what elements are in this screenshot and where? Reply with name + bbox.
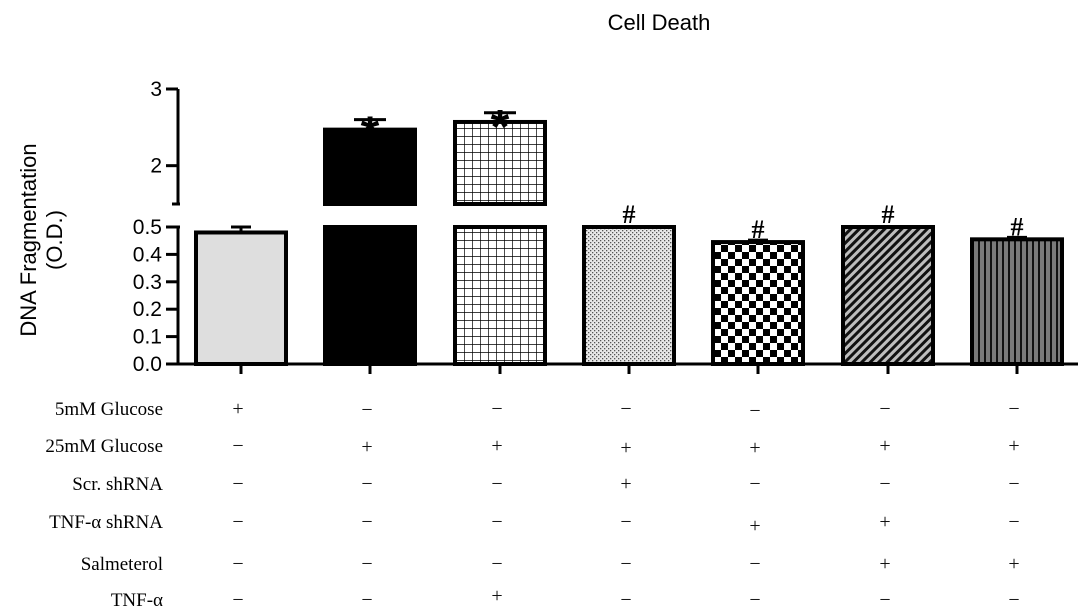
condition-value: + xyxy=(620,473,631,495)
condition-value: − xyxy=(620,553,631,575)
condition-value: + xyxy=(491,585,502,607)
condition-value: + xyxy=(879,435,890,457)
condition-value: − xyxy=(491,473,502,495)
condition-table: 5mM Glucose + − − − − − − 25mM Glucose − + + + + + + Scr… xyxy=(45,398,1019,611)
condition-value: − xyxy=(361,473,372,495)
condition-value: + xyxy=(1008,553,1019,575)
bar xyxy=(323,225,417,366)
bar xyxy=(194,230,288,366)
condition-value: − xyxy=(232,511,243,533)
condition-value: − xyxy=(1008,589,1019,611)
condition-value: − xyxy=(879,398,890,420)
condition-value: − xyxy=(749,589,760,611)
condition-value: − xyxy=(879,589,890,611)
condition-value: − xyxy=(620,511,631,533)
y-tick-label: 3 xyxy=(150,78,162,101)
condition-value: − xyxy=(491,398,502,420)
condition-value: + xyxy=(749,515,760,537)
significance-hash: # xyxy=(882,200,895,229)
condition-label: 25mM Glucose xyxy=(45,436,163,457)
significance-star: * xyxy=(361,108,380,161)
condition-value: − xyxy=(749,400,760,422)
significance-hash: # xyxy=(623,200,636,229)
chart-title: Cell Death xyxy=(608,10,711,35)
condition-value: − xyxy=(1008,511,1019,533)
condition-value: − xyxy=(620,589,631,611)
condition-value: − xyxy=(361,553,372,575)
condition-value: + xyxy=(361,436,372,458)
condition-value: − xyxy=(232,435,243,457)
condition-value: − xyxy=(232,553,243,575)
condition-value: + xyxy=(879,511,890,533)
condition-value: − xyxy=(361,589,372,611)
condition-value: − xyxy=(232,589,243,611)
condition-value: + xyxy=(1008,435,1019,457)
significance-star: * xyxy=(491,101,510,154)
y-tick-label: 0.4 xyxy=(133,243,163,266)
y-tick-label: 0.0 xyxy=(133,353,162,376)
condition-label: TNF-α xyxy=(111,590,163,611)
bars: * * # # # # xyxy=(194,101,1064,367)
y-tick-label: 0.2 xyxy=(133,298,162,321)
bar-upper-segment xyxy=(453,119,547,206)
y-tick-label: 2 xyxy=(150,155,162,178)
y-tick-label: 0.1 xyxy=(133,326,162,349)
condition-label: Scr. shRNA xyxy=(72,474,163,495)
condition-value: + xyxy=(749,437,760,459)
condition-value: − xyxy=(491,553,502,575)
bar xyxy=(453,225,547,366)
condition-value: − xyxy=(1008,398,1019,420)
y-axis-label-line1: DNA Fragmentation xyxy=(16,143,41,336)
y-tick-label: 0.5 xyxy=(133,216,162,239)
condition-value: − xyxy=(361,399,372,421)
y-axis-label-line2: (O.D.) xyxy=(42,210,67,270)
significance-hash: # xyxy=(1011,212,1024,241)
condition-value: + xyxy=(620,437,631,459)
condition-value: − xyxy=(1008,473,1019,495)
condition-value: − xyxy=(749,553,760,575)
bar xyxy=(970,237,1064,366)
condition-value: + xyxy=(232,398,243,420)
condition-value: − xyxy=(491,511,502,533)
condition-label: TNF-α shRNA xyxy=(49,512,163,533)
bar xyxy=(711,240,805,367)
significance-hash: # xyxy=(752,215,765,244)
condition-value: − xyxy=(620,398,631,420)
condition-label: 5mM Glucose xyxy=(55,399,163,420)
condition-value: + xyxy=(879,553,890,575)
condition-value: + xyxy=(491,435,502,457)
condition-value: − xyxy=(232,473,243,495)
condition-value: − xyxy=(749,473,760,495)
condition-value: − xyxy=(361,511,372,533)
bar xyxy=(582,225,676,366)
y-tick-label: 0.3 xyxy=(133,271,162,294)
condition-label: Salmeterol xyxy=(81,554,163,575)
bar xyxy=(841,225,935,366)
condition-value: − xyxy=(879,473,890,495)
